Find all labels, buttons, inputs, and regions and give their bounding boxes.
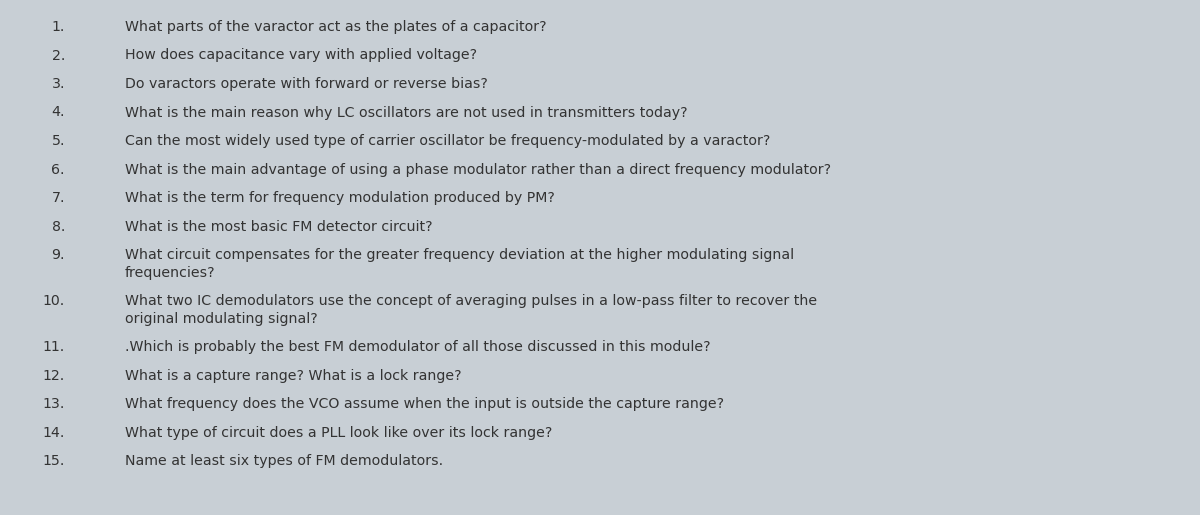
Text: Can the most widely used type of carrier oscillator be frequency-modulated by a : Can the most widely used type of carrier… <box>125 134 770 148</box>
Text: How does capacitance vary with applied voltage?: How does capacitance vary with applied v… <box>125 48 478 62</box>
Text: 15.: 15. <box>43 454 65 468</box>
Text: frequencies?: frequencies? <box>125 266 216 280</box>
Text: 10.: 10. <box>43 294 65 308</box>
Text: What is the term for frequency modulation produced by PM?: What is the term for frequency modulatio… <box>125 191 554 205</box>
Text: 4.: 4. <box>52 106 65 119</box>
Text: What is the main advantage of using a phase modulator rather than a direct frequ: What is the main advantage of using a ph… <box>125 163 832 177</box>
Text: 14.: 14. <box>43 425 65 439</box>
Text: Do varactors operate with forward or reverse bias?: Do varactors operate with forward or rev… <box>125 77 488 91</box>
Text: 12.: 12. <box>43 369 65 383</box>
Text: 11.: 11. <box>43 340 65 354</box>
Text: Name at least six types of FM demodulators.: Name at least six types of FM demodulato… <box>125 454 443 468</box>
Text: What is the most basic FM detector circuit?: What is the most basic FM detector circu… <box>125 219 433 233</box>
Text: 2.: 2. <box>52 48 65 62</box>
Text: 13.: 13. <box>43 397 65 411</box>
Text: 6.: 6. <box>52 163 65 177</box>
Text: What two IC demodulators use the concept of averaging pulses in a low-pass filte: What two IC demodulators use the concept… <box>125 294 817 308</box>
Text: 1.: 1. <box>52 20 65 34</box>
Text: 7.: 7. <box>52 191 65 205</box>
Text: original modulating signal?: original modulating signal? <box>125 312 318 325</box>
Text: What circuit compensates for the greater frequency deviation at the higher modul: What circuit compensates for the greater… <box>125 248 794 262</box>
Text: 3.: 3. <box>52 77 65 91</box>
Text: What type of circuit does a PLL look like over its lock range?: What type of circuit does a PLL look lik… <box>125 425 552 439</box>
Text: .Which is probably the best FM demodulator of all those discussed in this module: .Which is probably the best FM demodulat… <box>125 340 710 354</box>
Text: What is the main reason why LC oscillators are not used in transmitters today?: What is the main reason why LC oscillato… <box>125 106 688 119</box>
Text: 9.: 9. <box>52 248 65 262</box>
Text: What frequency does the VCO assume when the input is outside the capture range?: What frequency does the VCO assume when … <box>125 397 724 411</box>
Text: 8.: 8. <box>52 219 65 233</box>
Text: What parts of the varactor act as the plates of a capacitor?: What parts of the varactor act as the pl… <box>125 20 547 34</box>
Text: What is a capture range? What is a lock range?: What is a capture range? What is a lock … <box>125 369 462 383</box>
Text: 5.: 5. <box>52 134 65 148</box>
